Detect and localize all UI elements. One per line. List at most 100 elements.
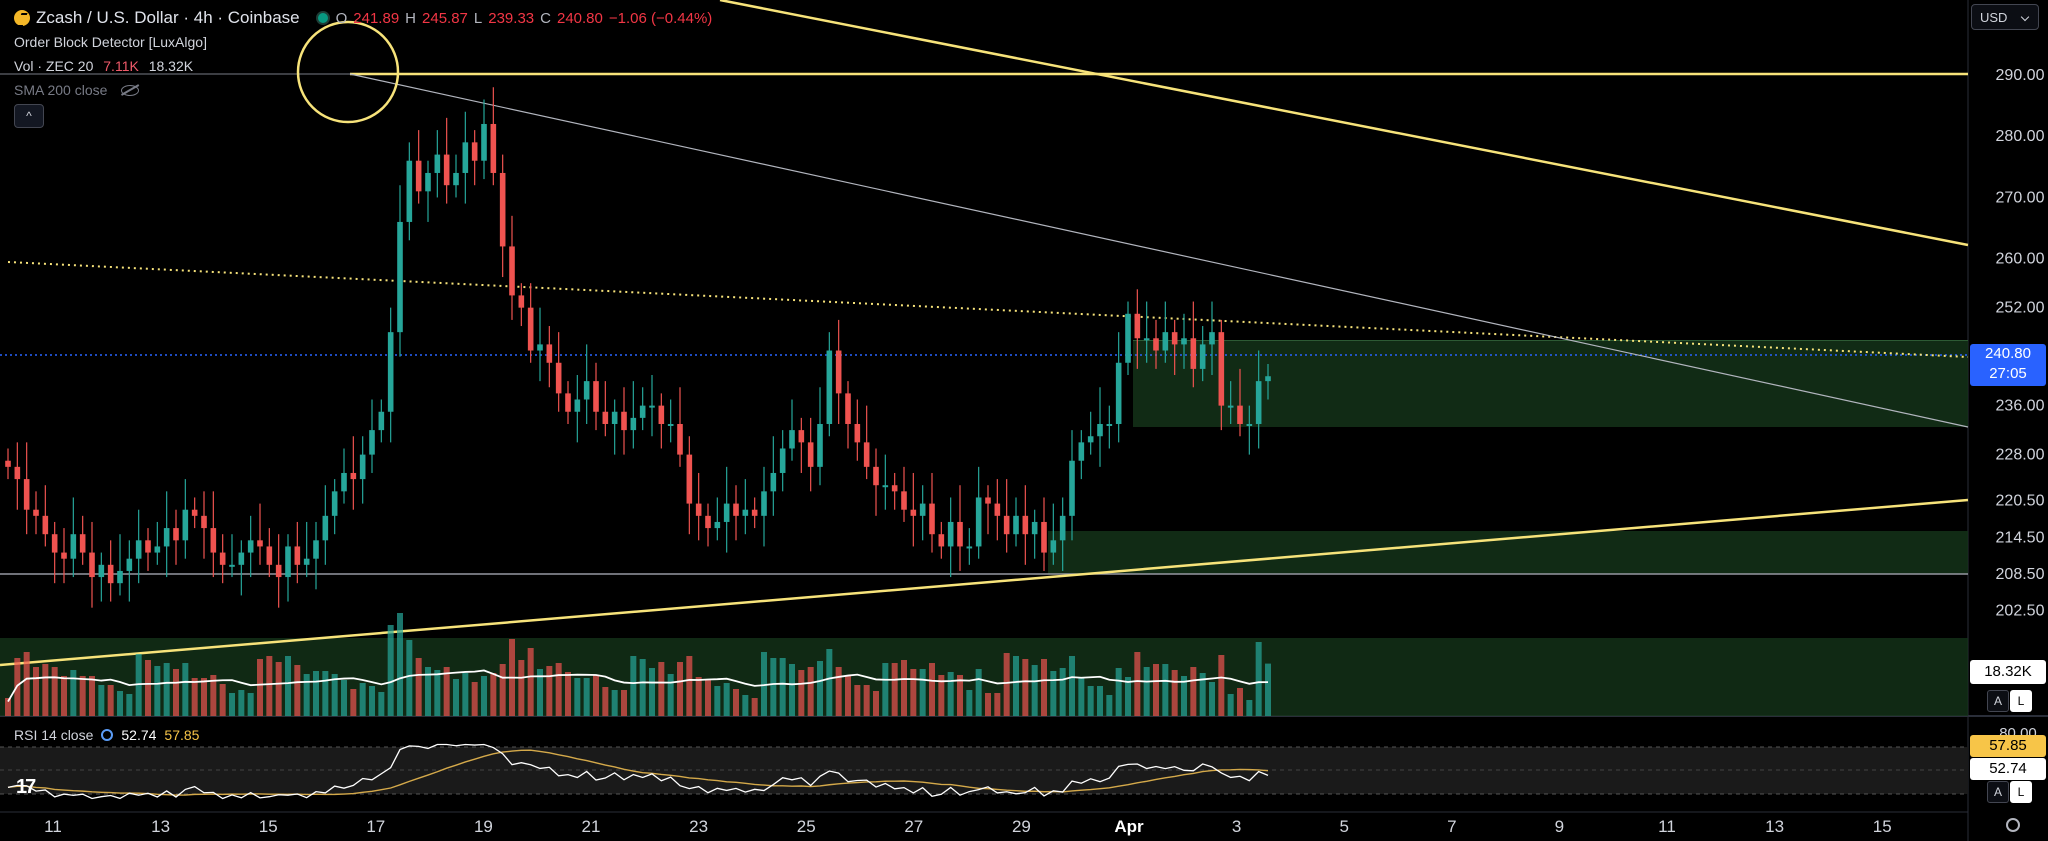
volume-bar bbox=[1050, 671, 1057, 716]
time-axis-label: 25 bbox=[797, 817, 816, 836]
candle bbox=[649, 405, 655, 408]
candle bbox=[509, 246, 515, 296]
volume-bar bbox=[639, 659, 646, 716]
symbol-title[interactable]: Zcash / U.S. Dollar · 4h · Coinbase bbox=[36, 8, 300, 27]
volume-bar bbox=[23, 652, 30, 716]
collapse-legend-button[interactable]: ^ bbox=[14, 104, 44, 128]
volume-bar bbox=[1022, 659, 1029, 716]
ohlc-open-label: O bbox=[335, 9, 348, 27]
volume-bar bbox=[667, 674, 674, 716]
candle bbox=[1031, 521, 1038, 535]
volume-bar bbox=[845, 676, 851, 716]
volume-bar bbox=[1255, 642, 1262, 716]
volume-bar bbox=[770, 658, 777, 716]
volume-bar bbox=[1265, 663, 1271, 716]
indicator-sma[interactable]: SMA 200 close bbox=[14, 82, 145, 98]
indicator-volume[interactable]: Vol · ZEC 20 7.11K 18.32K bbox=[14, 58, 199, 74]
candle bbox=[770, 472, 777, 492]
candle bbox=[1190, 338, 1197, 369]
volume-bar bbox=[1199, 673, 1206, 716]
candle bbox=[1227, 405, 1234, 408]
candle bbox=[219, 552, 226, 565]
candle bbox=[1069, 460, 1075, 516]
candle bbox=[117, 570, 123, 584]
volume-bar bbox=[406, 640, 413, 716]
volume-bar bbox=[415, 658, 422, 716]
rsi-legend[interactable]: RSI 14 close 52.74 57.85 bbox=[14, 727, 199, 743]
time-axis-label: 29 bbox=[1012, 817, 1031, 836]
candle bbox=[686, 454, 693, 504]
candle bbox=[565, 393, 571, 412]
auto-scale-button[interactable]: A bbox=[1987, 690, 2009, 712]
volume-bar bbox=[994, 693, 1001, 716]
rsi-value: 52.74 bbox=[121, 727, 157, 743]
volume-bar bbox=[42, 664, 49, 716]
candle bbox=[1115, 362, 1122, 424]
ohlc-high-label: H bbox=[405, 9, 417, 27]
candle bbox=[621, 411, 627, 431]
volume-bar bbox=[145, 660, 151, 716]
rsi-auto-scale-button[interactable]: A bbox=[1987, 781, 2009, 803]
price-axis-label: 290.00 bbox=[1996, 67, 2045, 84]
volume-bar bbox=[1218, 655, 1225, 716]
volume-ma-badge: 18.32K bbox=[1970, 660, 2046, 684]
currency-select[interactable]: USD bbox=[1971, 4, 2039, 30]
time-axis-label: 7 bbox=[1447, 817, 1456, 836]
volume-bar bbox=[975, 669, 982, 716]
volume-bar bbox=[1171, 670, 1178, 716]
volume-bar bbox=[359, 683, 366, 716]
candle bbox=[126, 558, 133, 571]
candle bbox=[947, 521, 954, 547]
candle bbox=[518, 295, 525, 308]
candle bbox=[107, 564, 114, 584]
volume-bar bbox=[89, 676, 95, 716]
candle bbox=[658, 405, 665, 424]
candle bbox=[957, 521, 963, 547]
candle bbox=[798, 430, 805, 443]
candle bbox=[425, 172, 431, 192]
candle bbox=[89, 552, 95, 578]
volume-bar bbox=[630, 656, 637, 716]
volume-bar bbox=[565, 672, 571, 716]
hidden-eye-icon[interactable] bbox=[121, 84, 140, 96]
candle bbox=[33, 509, 39, 516]
volume-bar bbox=[695, 677, 702, 716]
volume-bar bbox=[107, 685, 114, 716]
candle bbox=[1013, 515, 1019, 535]
indicator-volume-value: 7.11K bbox=[103, 58, 139, 74]
candle bbox=[985, 497, 991, 504]
log-scale-button[interactable]: L bbox=[2010, 690, 2032, 712]
indicator-volume-ma: 18.32K bbox=[148, 58, 194, 74]
gear-icon[interactable] bbox=[2006, 818, 2020, 832]
volume-bar bbox=[966, 690, 973, 716]
time-axis-label: 13 bbox=[151, 817, 170, 836]
volume-bar bbox=[546, 666, 553, 716]
candle bbox=[1059, 515, 1066, 541]
volume-bar bbox=[555, 663, 562, 716]
candle bbox=[929, 503, 935, 535]
candle bbox=[79, 534, 86, 553]
volume-bar bbox=[182, 663, 189, 716]
volume-bar bbox=[789, 664, 795, 716]
candle bbox=[1106, 423, 1113, 426]
volume-bar bbox=[938, 675, 945, 716]
volume-bar bbox=[1106, 695, 1113, 716]
tradingview-logo[interactable]: 17 bbox=[16, 776, 36, 798]
upper-trendline bbox=[719, 0, 1969, 247]
ohlc-close-label: C bbox=[540, 9, 551, 27]
volume-bar bbox=[1031, 665, 1038, 716]
candle bbox=[331, 491, 338, 516]
time-axis-label: Apr bbox=[1114, 817, 1144, 836]
volume-bar bbox=[313, 671, 319, 716]
rsi-settings-icon[interactable] bbox=[101, 729, 114, 741]
volume-bar bbox=[1059, 668, 1066, 716]
volume-bar bbox=[1209, 682, 1215, 716]
volume-bar bbox=[677, 662, 683, 716]
rsi-log-scale-button[interactable]: L bbox=[2010, 781, 2032, 803]
volume-bar bbox=[257, 659, 263, 716]
volume-bar bbox=[1087, 686, 1094, 716]
candle bbox=[1087, 436, 1094, 443]
volume-bar bbox=[929, 663, 935, 716]
indicator-order-block[interactable]: Order Block Detector [LuxAlgo] bbox=[14, 34, 207, 50]
